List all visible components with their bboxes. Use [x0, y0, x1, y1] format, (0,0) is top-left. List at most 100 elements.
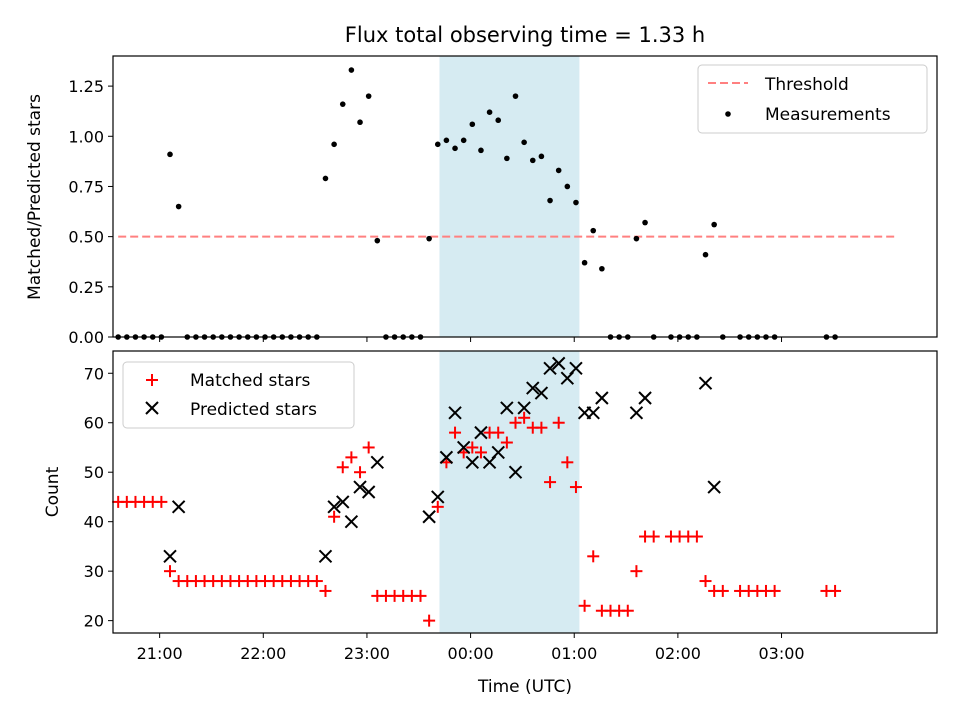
predicted-star-point: [595, 391, 609, 405]
measurement-point: [521, 139, 527, 146]
y-tick-label: 60: [84, 414, 104, 433]
predicted-star-point: [327, 500, 341, 514]
predicted-star-point: [361, 485, 376, 499]
measurement-point: [452, 145, 458, 152]
predicted-star-point: [448, 406, 462, 420]
matched-star-point: [518, 411, 531, 424]
matched-star-point: [354, 466, 367, 479]
top-panel-y-ticks: 0.00 0.25 0.50 0.75 1.00 1.25: [68, 77, 113, 347]
predicted-star-point: [439, 450, 454, 465]
top-panel-y-label: Matched/Predicted stars: [25, 94, 45, 300]
matched-star-point: [466, 441, 479, 454]
measurement-point: [426, 235, 432, 242]
y-tick-label: 40: [84, 513, 104, 532]
matched-star-point: [310, 575, 323, 588]
matched-star-point: [630, 565, 643, 578]
x-tick-label: 03:00: [758, 644, 804, 663]
top-panel: 0.00 0.25 0.50 0.75 1.00 1.25 Matched/Predict…: [25, 55, 938, 347]
top-panel-frame: [112, 55, 938, 338]
matched-star-point: [474, 446, 487, 459]
measurement-point: [443, 137, 450, 144]
bottom-panel-frame: [112, 350, 938, 634]
predicted-star-point: [534, 386, 549, 400]
y-tick-label: 20: [84, 612, 104, 631]
measurement-point: [633, 235, 640, 242]
matched-star-point: [535, 421, 548, 434]
top-chart-title: Flux total observing time = 1.33 h: [345, 23, 705, 47]
measurement-point: [478, 147, 484, 154]
matched-star-point: [699, 575, 712, 588]
measurement-point: [460, 137, 467, 144]
measurement-point: [331, 141, 337, 148]
x-tick-label: 22:00: [240, 644, 286, 663]
predicted-star-point: [491, 445, 505, 460]
top-legend-box: [697, 64, 928, 134]
y-tick-label: 0.75: [68, 177, 104, 196]
measurement-point: [547, 197, 553, 204]
measurement-point: [538, 153, 545, 160]
x-tick-label: 01:00: [551, 644, 597, 663]
measurement-point: [599, 265, 605, 272]
matched-star-point: [509, 416, 522, 429]
measurement-point: [469, 121, 476, 128]
top-legend: Threshold Measurements: [697, 64, 928, 134]
predicted-star-point: [456, 440, 471, 455]
matched-star-point: [336, 461, 349, 474]
y-tick-label: 0.50: [68, 228, 104, 247]
measurement-point: [348, 67, 355, 73]
bottom-legend: Matched stars Predicted stars: [122, 361, 355, 429]
y-tick-label: 30: [84, 562, 104, 581]
matched-star-point: [492, 426, 505, 439]
measurement-point: [702, 251, 709, 258]
bottom-legend-predicted-swatch: [145, 401, 159, 415]
bottom-panel: 20 30 40 50 60 70 21:00 22:00 23:00 00:00 01:00 02…: [43, 350, 938, 697]
measurement-point: [555, 167, 562, 174]
matched-star-point: [621, 604, 634, 617]
matched-star-point: [716, 584, 729, 597]
predicted-star-point: [551, 356, 566, 371]
predicted-star-point: [629, 406, 644, 420]
matched-star-point: [431, 500, 444, 513]
predicted-star-point: [543, 361, 557, 376]
matched-star-point: [319, 584, 332, 597]
predicted-star-point: [163, 549, 177, 564]
matched-star-point: [362, 441, 375, 454]
matched-star-point: [587, 550, 600, 563]
bottom-legend-predicted-label: Predicted stars: [190, 400, 317, 420]
measurement-point: [590, 227, 597, 234]
x-tick-label: 00:00: [448, 644, 494, 663]
matched-star-point: [552, 416, 565, 429]
predicted-star-point: [336, 495, 350, 509]
matched-star-point: [569, 481, 582, 494]
bottom-panel-series: [112, 356, 842, 627]
measurement-point: [339, 101, 346, 107]
matched-star-point: [768, 584, 781, 597]
x-tick-label: 02:00: [655, 644, 701, 663]
measurement-point: [167, 151, 173, 158]
predicted-star-point: [344, 514, 359, 529]
matched-star-point: [647, 530, 660, 543]
x-tick-label: 23:00: [344, 644, 390, 663]
measurement-point: [564, 183, 571, 190]
matched-star-point: [829, 584, 842, 597]
predicted-star-point: [500, 401, 514, 415]
predicted-star-point: [474, 425, 488, 440]
measurement-point: [374, 237, 381, 244]
measurement-point: [581, 259, 588, 266]
bottom-panel-x-ticks: 21:00 22:00 23:00 00:00 01:00 02:00 03:00: [137, 633, 805, 663]
matched-star-point: [578, 599, 591, 612]
predicted-star-point: [465, 455, 480, 470]
y-tick-label: 1.00: [68, 127, 104, 146]
y-tick-label: 0.00: [68, 328, 104, 347]
predicted-star-point: [586, 406, 600, 420]
predicted-star-point: [707, 480, 721, 494]
predicted-star-point: [517, 401, 531, 415]
bottom-legend-box: [122, 361, 355, 429]
matched-star-point: [164, 565, 177, 578]
bottom-legend-matched-label: Matched stars: [190, 371, 310, 391]
bottom-panel-shaded-span: [439, 351, 580, 633]
bottom-panel-y-ticks: 20 30 40 50 60 70: [84, 364, 113, 631]
matched-star-point: [155, 495, 168, 508]
measurement-point: [322, 175, 329, 182]
